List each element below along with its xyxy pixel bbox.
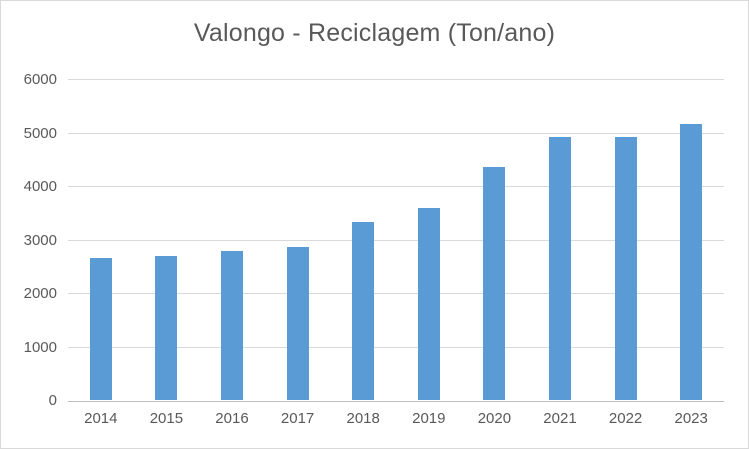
x-tick-label: 2023 [674,410,708,427]
bar-2019 [417,207,440,400]
x-tick-label: 2015 [149,410,184,427]
bar-2018 [352,221,375,400]
x-axis-line [68,401,724,402]
x-tick-label: 2020 [477,410,512,427]
bar-2023 [680,124,703,400]
bar-2021 [549,136,571,400]
y-tick-label: 1000 [23,338,57,356]
x-tick-label: 2019 [412,410,446,427]
y-tick-label: 5000 [23,124,57,142]
bar-2022 [614,136,637,400]
x-tick-label: 2021 [543,410,577,427]
x-tick-label: 2022 [608,410,643,427]
x-tick-label: 2016 [215,410,249,427]
y-tick-label: 0 [48,392,57,409]
gridline [68,132,724,134]
gridline [68,346,724,348]
gridline [68,293,724,294]
bar-2014 [89,258,112,400]
gridline [68,186,724,187]
x-tick-label: 2014 [84,410,118,427]
gridline [68,239,724,241]
gridline [68,79,724,80]
y-tick-label: 4000 [23,178,57,195]
y-tick-label: 3000 [23,231,57,249]
y-tick-label: 6000 [23,71,57,88]
chart-title: Valongo - Reciclagem (Ton/ano) [193,19,556,47]
bar-2017 [286,247,309,400]
y-tick-label: 2000 [23,285,57,302]
bar-2015 [155,256,178,400]
bar-2016 [221,251,243,400]
x-tick-label: 2017 [280,410,315,427]
bar-2020 [483,166,506,400]
x-tick-label: 2018 [346,410,380,427]
plot-area [68,79,724,402]
